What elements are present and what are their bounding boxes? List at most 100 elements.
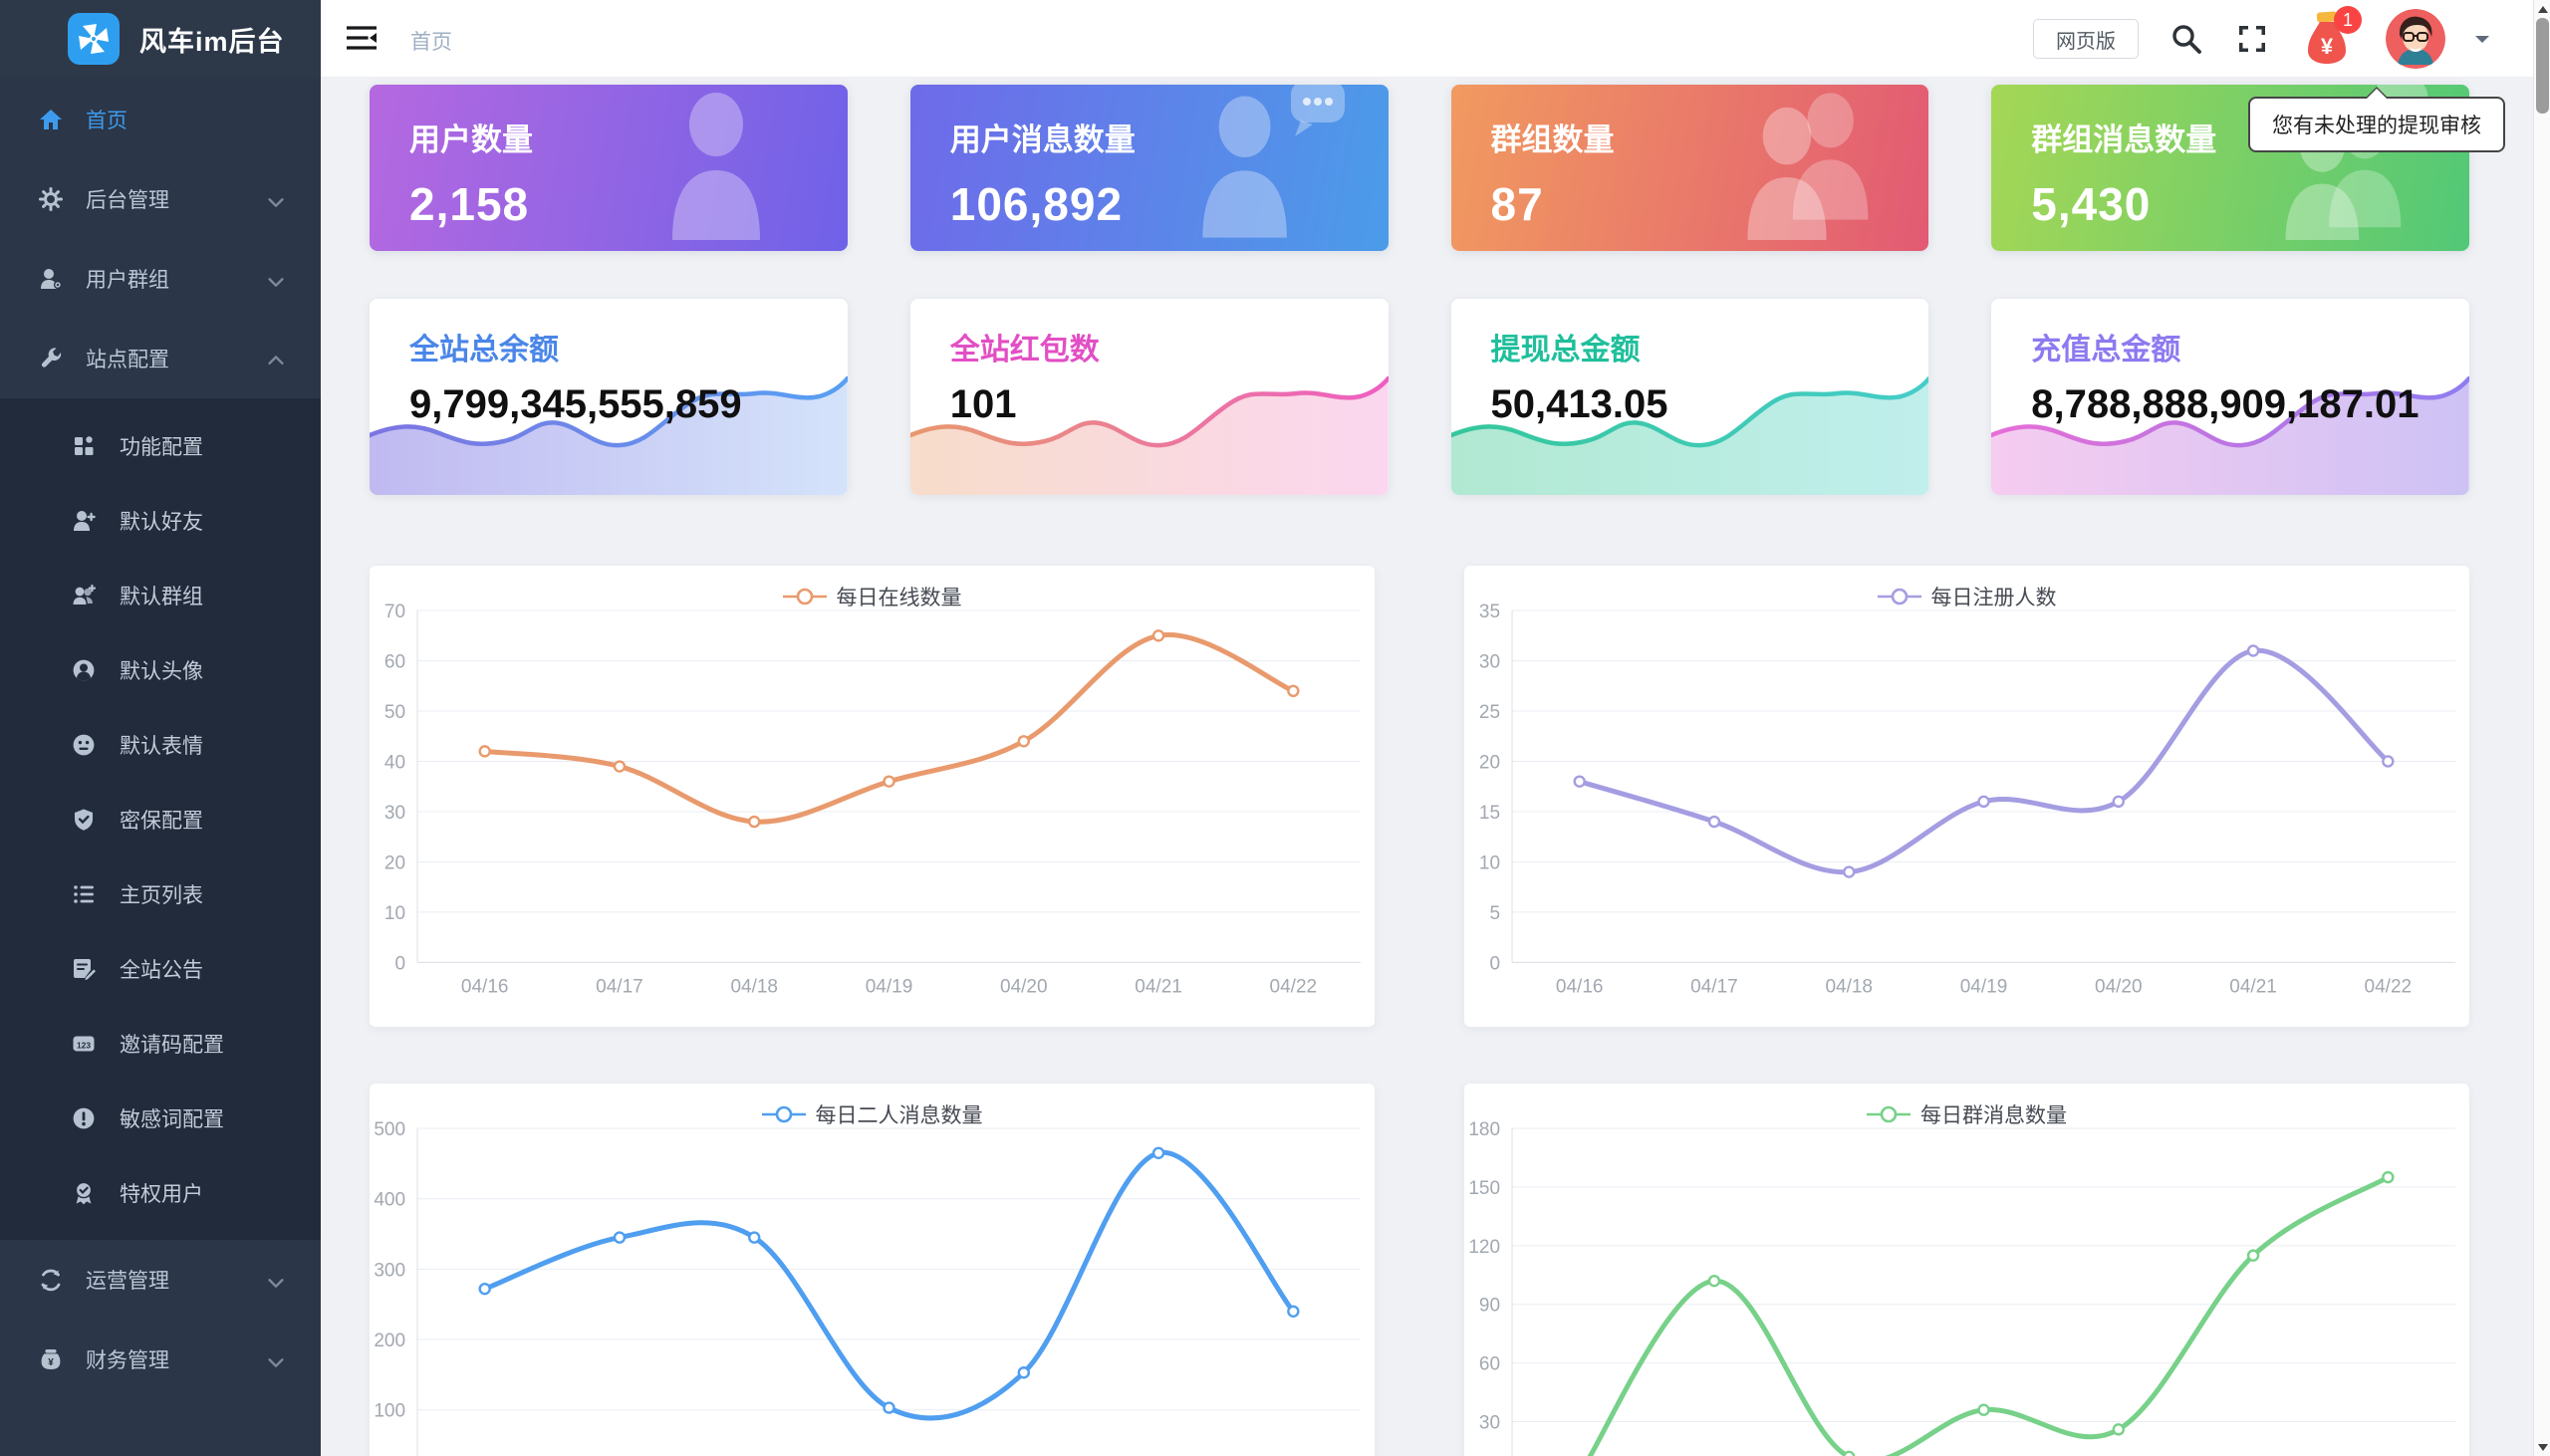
- svg-text:35: 35: [1479, 602, 1500, 622]
- avatar[interactable]: [2386, 9, 2445, 69]
- line-chart[interactable]: 010020030040050004/1604/1704/1804/1904/2…: [370, 1084, 1375, 1456]
- chevron-down-icon: [265, 1351, 287, 1378]
- sparkline-wave: [370, 373, 848, 495]
- sidebar-subitem-label: 默认头像: [120, 659, 203, 683]
- stat-card-title: 群组数量: [1490, 122, 1615, 157]
- chart-panel-2: 每日二人消息数量 010020030040050004/1604/1704/18…: [370, 1084, 1375, 1456]
- user-plus-icon: [72, 509, 96, 533]
- line-chart[interactable]: 0 10 20 30 40 50 60 70 04/16 04/17 04/18 04/19 04/20…: [370, 566, 1375, 1027]
- svg-text:100: 100: [374, 1401, 405, 1422]
- sidebar-item-4[interactable]: 运营管理: [0, 1240, 321, 1320]
- sidebar-subitem-3[interactable]: 默认头像: [0, 632, 321, 707]
- sidebar-subitem-8[interactable]: 123 邀请码配置: [0, 1006, 321, 1081]
- svg-text:30: 30: [1479, 652, 1500, 673]
- svg-text:90: 90: [1479, 1296, 1500, 1317]
- chart-legend[interactable]: 每日在线数量: [370, 582, 1375, 611]
- svg-text:10: 10: [1479, 852, 1500, 873]
- svg-text:04/17: 04/17: [596, 976, 643, 997]
- sidebar-item-label: 运营管理: [86, 1270, 169, 1293]
- legend-symbol-icon: [761, 1105, 806, 1123]
- chevron-down-icon: [265, 271, 287, 298]
- sidebar-subitem-4[interactable]: 默认表情: [0, 707, 321, 782]
- sidebar-item-2[interactable]: 用户群组: [0, 239, 321, 319]
- money-bag-icon: ¥: [2308, 11, 2346, 64]
- metric-card-value: 101: [949, 382, 1017, 426]
- sidebar-item-label: 首页: [86, 110, 128, 132]
- app-logo-bar[interactable]: 风车im后台: [0, 0, 321, 78]
- dashboard-content: 用户数量 2,158 用户消息数量 106,892 群组数量 87 群组消息数量 5,430 …: [321, 78, 2533, 1456]
- sidebar-subitem-2[interactable]: 默认群组: [0, 558, 321, 632]
- user-menu-caret-icon[interactable]: [2475, 36, 2489, 50]
- chevron-down-icon: [265, 191, 287, 218]
- scrollbar-up-button[interactable]: [2534, 0, 2550, 17]
- sidebar-item-1[interactable]: 后台管理: [0, 159, 321, 239]
- legend-symbol-icon: [782, 588, 827, 606]
- svg-text:20: 20: [1479, 752, 1500, 773]
- chart-legend[interactable]: 每日二人消息数量: [370, 1099, 1375, 1129]
- chevron-down-icon: [265, 1272, 287, 1299]
- fullscreen-icon[interactable]: [2234, 21, 2270, 57]
- svg-text:04/16: 04/16: [461, 976, 509, 997]
- line-chart[interactable]: 030609012015018004/1604/1704/1804/1904/2…: [1464, 1084, 2469, 1456]
- chart-legend[interactable]: 每日注册人数: [1464, 582, 2469, 611]
- wrench-icon: [38, 346, 64, 371]
- user-gear-icon: [38, 266, 64, 292]
- svg-text:60: 60: [1479, 1354, 1500, 1375]
- sidebar-item-3[interactable]: 站点配置: [0, 319, 321, 398]
- sidebar-toggle-icon[interactable]: [346, 24, 378, 52]
- gear-icon: [38, 186, 64, 212]
- scrollbar-thumb[interactable]: [2536, 18, 2549, 114]
- svg-text:500: 500: [374, 1119, 405, 1140]
- chart-legend[interactable]: 每日群消息数量: [1464, 1099, 2469, 1129]
- sidebar-subitem-label: 邀请码配置: [120, 1033, 224, 1057]
- scrollbar-down-button[interactable]: [2534, 1439, 2550, 1456]
- sidebar-subitem-5[interactable]: 密保配置: [0, 782, 321, 856]
- metric-card-1: 全站红包数 101: [909, 299, 1389, 495]
- svg-text:04/20: 04/20: [2095, 976, 2143, 997]
- sidebar-subitem-1[interactable]: 默认好友: [0, 483, 321, 558]
- breadcrumb[interactable]: 首页: [410, 31, 452, 54]
- main-area: 首页 网页版: [321, 0, 2533, 1456]
- sidebar-item-0[interactable]: 首页: [0, 80, 321, 159]
- sidebar-subitem-10[interactable]: 特权用户: [0, 1155, 321, 1230]
- metric-card-title: 全站总余额: [409, 334, 559, 366]
- sidebar-subitem-0[interactable]: 功能配置: [0, 408, 321, 483]
- users-plus-icon: [72, 584, 96, 607]
- sidebar-subitem-7[interactable]: 全站公告: [0, 931, 321, 1006]
- stat-cards-row: 用户数量 2,158 用户消息数量 106,892 群组数量 87 群组消息数量 5,430: [370, 85, 2469, 251]
- app-logo-icon: [68, 13, 120, 65]
- sparkline-wave: [1991, 373, 2469, 495]
- metric-card-title: 提现总金额: [1490, 334, 1641, 366]
- page-scrollbar[interactable]: [2533, 0, 2550, 1456]
- metric-card-0: 全站总余额 9,799,345,555,859: [370, 299, 848, 495]
- sidebar-subitem-6[interactable]: 主页列表: [0, 856, 321, 931]
- sidebar-subitem-label: 默认表情: [120, 734, 203, 758]
- search-icon[interactable]: [2168, 21, 2204, 57]
- alert-icon: [72, 1106, 96, 1130]
- webview-button[interactable]: 网页版: [2033, 19, 2139, 59]
- person-icon: [646, 85, 814, 245]
- chart-panel-3: 每日群消息数量 030609012015018004/1604/1704/180…: [1464, 1084, 2469, 1456]
- stat-card-value: 106,892: [949, 178, 1124, 230]
- metric-card-title: 全站红包数: [949, 334, 1100, 366]
- svg-text:123: 123: [77, 1040, 91, 1050]
- svg-text:20: 20: [384, 852, 405, 873]
- metric-card-value: 50,413.05: [1490, 382, 1668, 426]
- svg-text:180: 180: [1468, 1119, 1500, 1140]
- avatar-icon: [72, 658, 96, 682]
- sidebar-item-label: 用户群组: [86, 269, 169, 292]
- chart-panel-0: 每日在线数量 0 10 20 30 40 50 60 70 04/16 04/17 04/18 04/…: [370, 566, 1375, 1027]
- notification-badge: 1: [2334, 6, 2362, 34]
- stat-card-title: 群组消息数量: [2031, 122, 2217, 157]
- sidebar-subitem-9[interactable]: 敏感词配置: [0, 1081, 321, 1155]
- withdraw-notification-button[interactable]: ¥ 1: [2304, 6, 2362, 68]
- svg-text:70: 70: [384, 602, 405, 622]
- svg-text:50: 50: [384, 702, 405, 723]
- svg-text:10: 10: [384, 903, 405, 924]
- line-chart[interactable]: 0 5 10 15 20 25 30 35 04/16 04/17 04/18 04/19 04/20 0…: [1464, 566, 2469, 1027]
- svg-text:04/19: 04/19: [866, 976, 913, 997]
- metric-card-value: 8,788,888,909,187.01: [2031, 382, 2420, 426]
- sidebar-item-5[interactable]: ¥ 财务管理: [0, 1320, 321, 1399]
- withdraw-review-tooltip: 您有未处理的提现审核: [2248, 87, 2505, 152]
- svg-text:25: 25: [1479, 702, 1500, 723]
